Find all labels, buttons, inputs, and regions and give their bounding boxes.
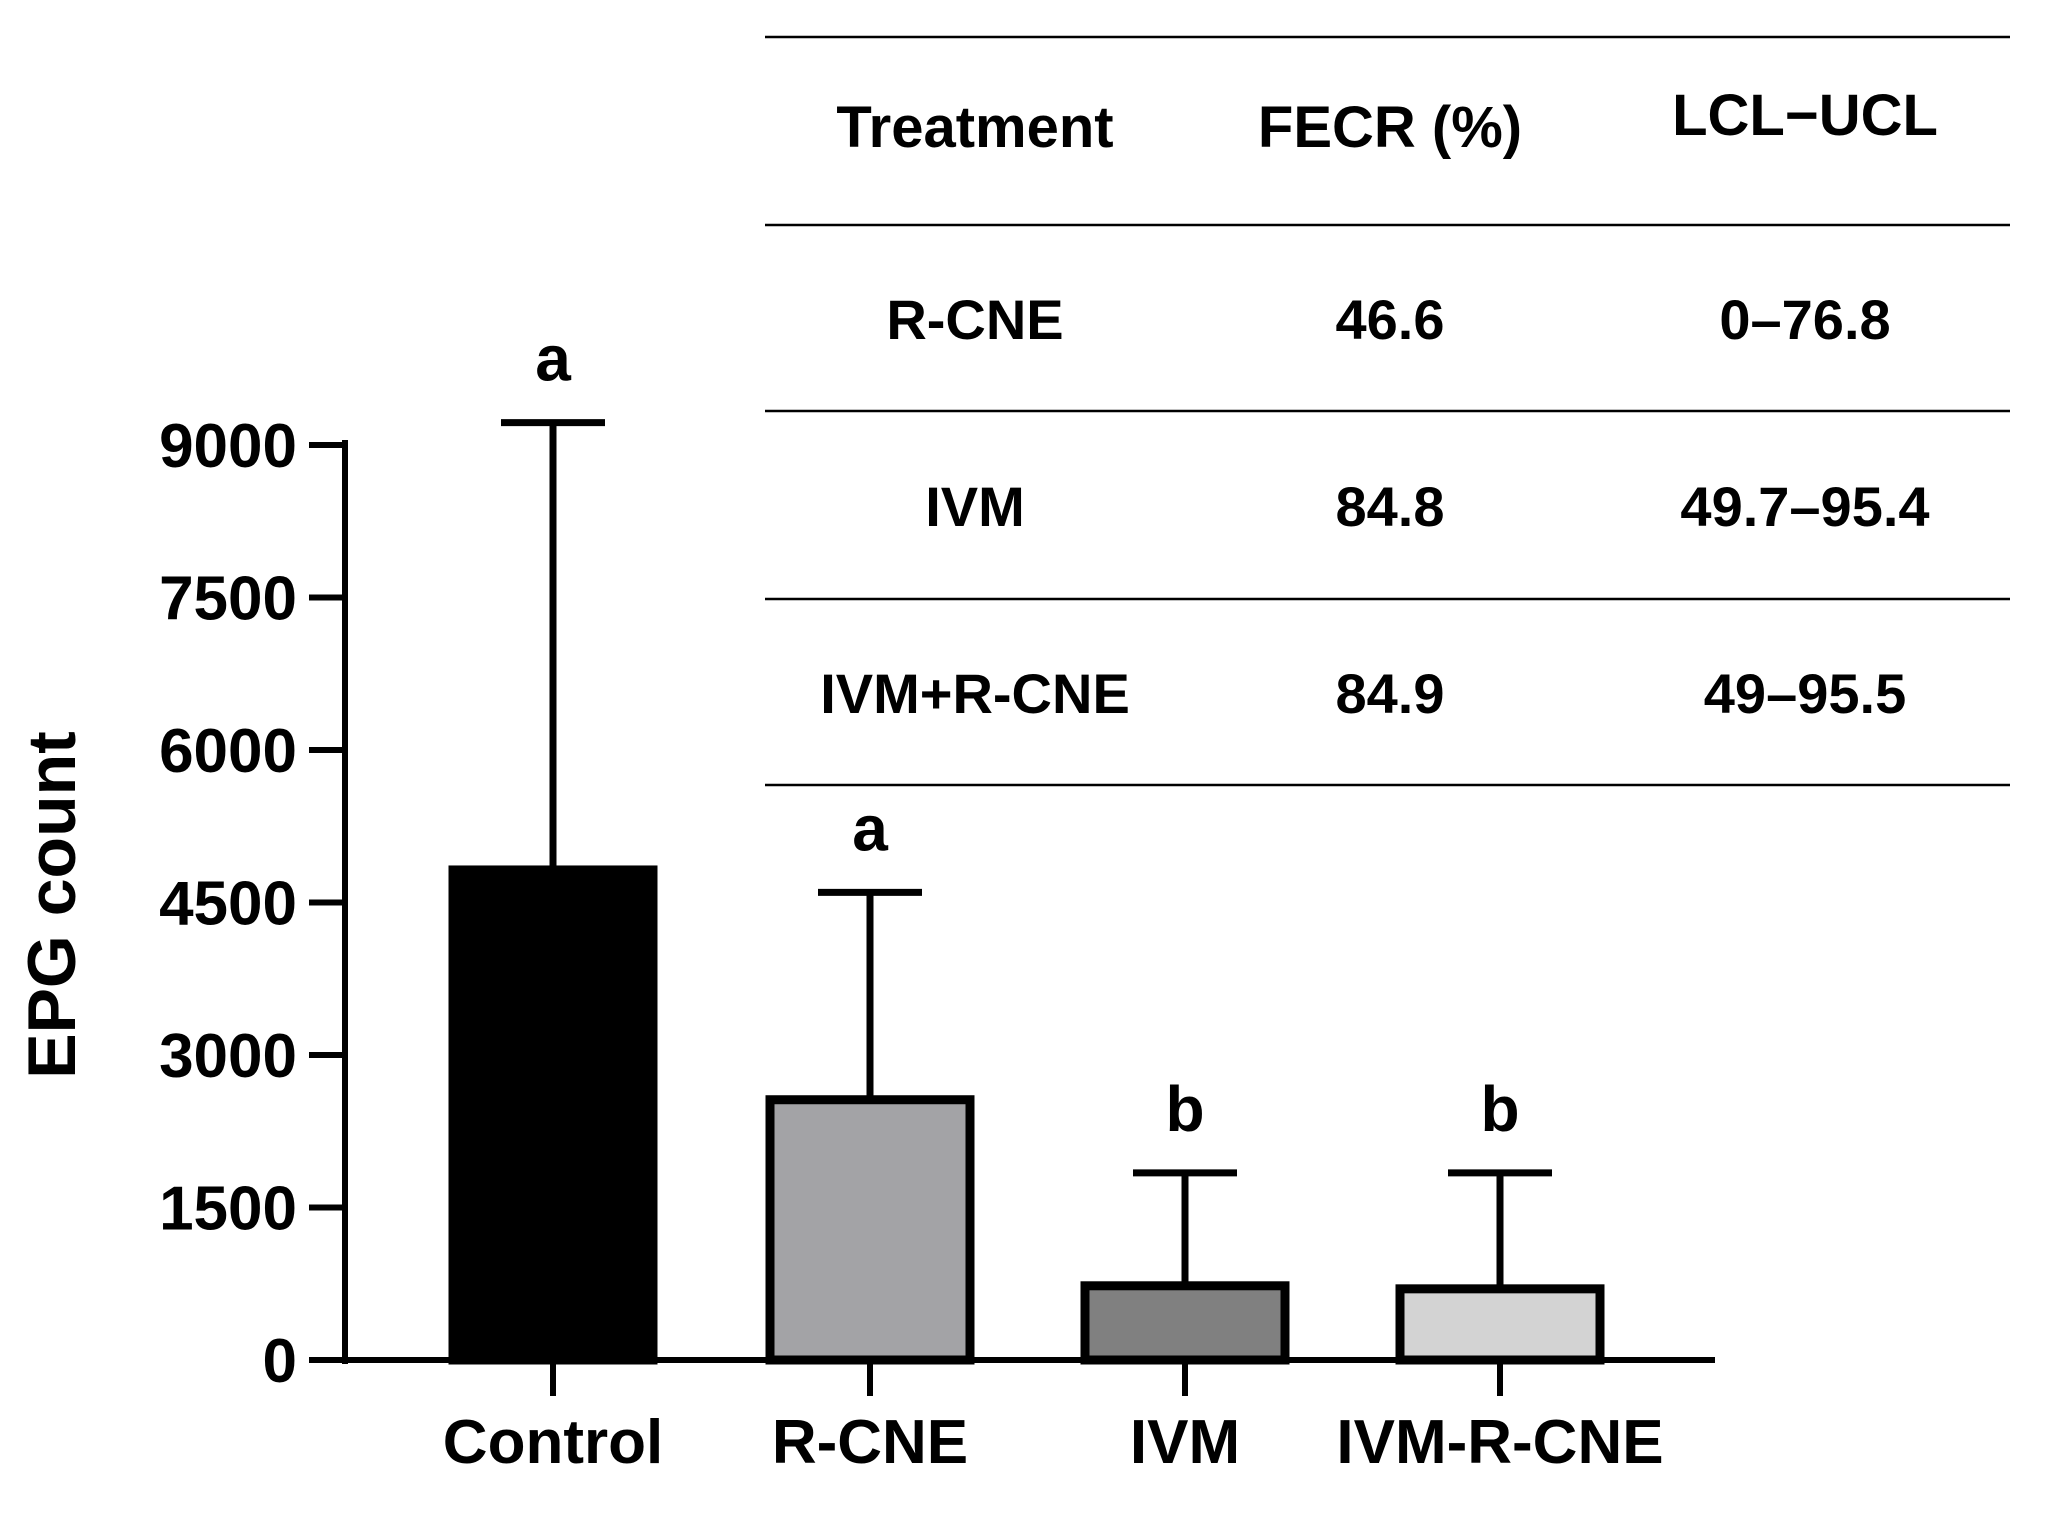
plot-area: a a b b 0 1500 3000 4500 6000 7500 9000 Control R-CN… xyxy=(159,323,1715,1477)
bar xyxy=(765,1095,975,1365)
table-cell: 84.9 xyxy=(1336,662,1445,725)
table-cell: 0–76.8 xyxy=(1719,288,1890,351)
x-tick-label: IVM xyxy=(1130,1408,1240,1477)
y-tick-label: 7500 xyxy=(159,565,297,634)
table-cell: 84.8 xyxy=(1336,475,1445,538)
table-header-fecr: FECR (%) xyxy=(1258,95,1522,160)
table-cell: IVM+R-CNE xyxy=(820,662,1130,725)
table-cell: 46.6 xyxy=(1336,288,1445,351)
bar xyxy=(1395,1284,1605,1365)
y-tick-label: 4500 xyxy=(159,870,297,939)
table-header-treatment: Treatment xyxy=(836,95,1113,160)
y-tick-label: 0 xyxy=(263,1327,297,1396)
y-tick-label: 6000 xyxy=(159,717,297,786)
significance-letter: a xyxy=(852,792,888,864)
significance-letter: a xyxy=(535,323,571,395)
y-axis-label: EPG count xyxy=(14,731,90,1079)
significance-letter: b xyxy=(1480,1073,1519,1145)
y-tick-label: 9000 xyxy=(159,412,297,481)
fecr-table: Treatment FECR (%) LCL−UCL R-CNE 46.6 0–… xyxy=(765,35,2010,787)
significance-letter: b xyxy=(1165,1073,1204,1145)
table-cell: R-CNE xyxy=(886,288,1063,351)
table-cell: IVM xyxy=(925,475,1025,538)
y-tick-label: 1500 xyxy=(159,1175,297,1244)
bar xyxy=(448,865,658,1365)
table-header-ci: LCL−UCL xyxy=(1672,83,1938,148)
x-tick-label: IVM-R-CNE xyxy=(1336,1408,1663,1477)
bar xyxy=(1080,1281,1290,1365)
table-cell: 49–95.5 xyxy=(1704,662,1906,725)
table-cell: 49.7–95.4 xyxy=(1680,475,1929,538)
x-tick-label: R-CNE xyxy=(772,1408,968,1477)
x-tick-label: Control xyxy=(443,1408,663,1477)
y-tick-label: 3000 xyxy=(159,1022,297,1091)
